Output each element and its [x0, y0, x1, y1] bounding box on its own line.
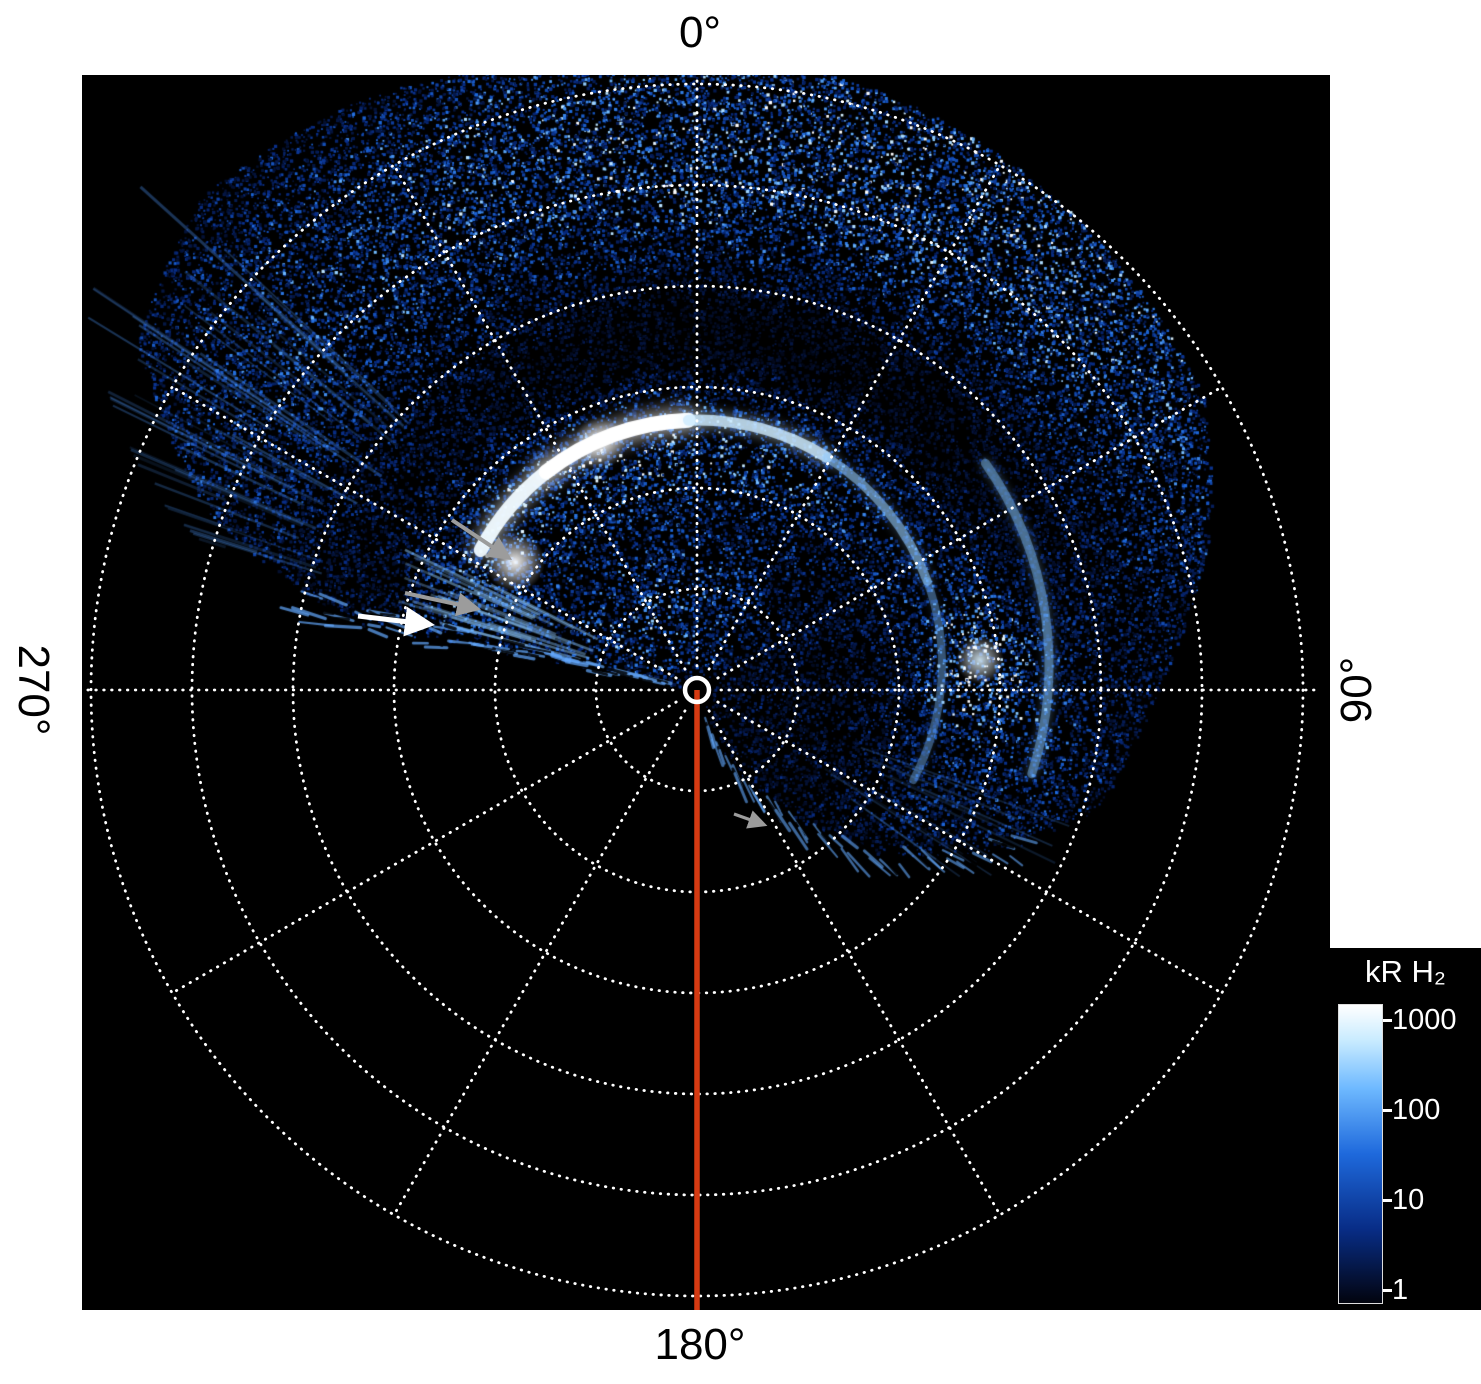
grid-spoke — [707, 163, 1002, 671]
gray-arrow-mid — [404, 591, 482, 617]
gray-arrow-lower — [733, 810, 768, 829]
colorbar-panel: kR H₂ 1000 100 10 1 — [1330, 948, 1481, 1310]
polar-plot-area — [82, 75, 1330, 1310]
angle-label-0: 0° — [678, 8, 722, 57]
angle-label-90: 90° — [1332, 656, 1381, 724]
colorbar-tickmark — [1383, 1109, 1392, 1112]
colorbar-tick-label: 1 — [1392, 1274, 1409, 1306]
colorbar-tickmark — [1383, 1289, 1392, 1292]
grid-spoke — [707, 709, 1002, 1217]
aurora-emission-map — [82, 75, 1330, 1310]
polar-grid-overlay — [82, 75, 1317, 1310]
grid-spoke — [716, 700, 1224, 995]
white-arrow — [357, 606, 435, 637]
gray-arrow-upper — [450, 518, 512, 560]
colorbar-title: kR H₂ — [1365, 954, 1446, 989]
angle-label-270: 270° — [9, 644, 58, 736]
grid-spoke — [170, 700, 678, 995]
angle-label-180: 180° — [654, 1320, 746, 1369]
colorbar-tick-label: 1000 — [1392, 1004, 1457, 1036]
grid-ring — [89, 82, 1305, 1298]
colorbar-tickmark — [1383, 1019, 1392, 1022]
pole-marker — [682, 675, 712, 705]
grid-spoke — [170, 385, 678, 680]
colorbar-tickmark — [1383, 1199, 1392, 1202]
grid-spoke — [716, 385, 1224, 680]
colorbar-tick-label: 100 — [1392, 1094, 1441, 1126]
grid-spoke — [392, 709, 687, 1217]
colorbar-tick-label: 10 — [1392, 1184, 1425, 1216]
grid-spoke — [392, 163, 687, 671]
colorbar-gradient — [1338, 1004, 1383, 1304]
